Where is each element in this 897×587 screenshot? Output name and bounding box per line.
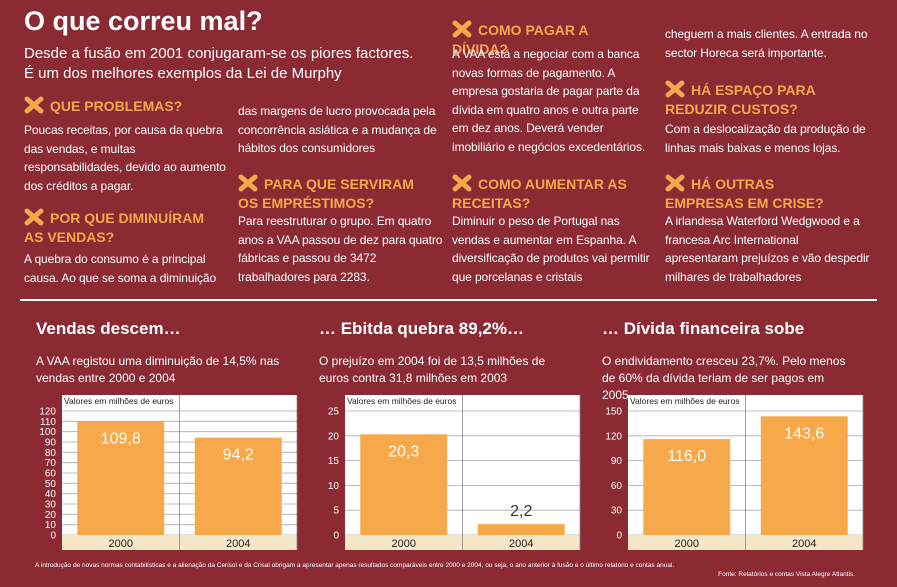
chart-title: … Ebitda quebra 89,2%… bbox=[319, 319, 524, 338]
y-tick-label: 80 bbox=[45, 448, 57, 459]
y-tick-label: 20 bbox=[328, 431, 340, 442]
y-tick-label: 120 bbox=[605, 431, 622, 442]
value-label: 143,6 bbox=[784, 425, 824, 442]
y-tick-label: 0 bbox=[616, 531, 622, 542]
y-tick-label: 5 bbox=[333, 506, 339, 517]
x-tick-label: 2000 bbox=[109, 538, 133, 550]
section-body: Diminuir o peso de Portugal nas vendas e… bbox=[452, 214, 650, 284]
chart-subtitle: A VAA registou uma diminuição de 14,5% n… bbox=[36, 354, 279, 385]
y-axis-label: Valores em milhões de euros bbox=[630, 396, 739, 406]
y-tick-label: 100 bbox=[39, 427, 56, 438]
heading-text: COMO AUMENTAR AS RECEITAS? bbox=[452, 176, 627, 211]
y-tick-label: 20 bbox=[45, 510, 57, 521]
cross-icon bbox=[665, 174, 685, 192]
value-label: 109,8 bbox=[101, 431, 141, 448]
section-heading: HÁ OUTRAS EMPRESAS EM CRISE? bbox=[665, 174, 855, 213]
bar bbox=[360, 434, 448, 535]
section-heading: POR QUE DIMINUÍRAM AS VENDAS? bbox=[24, 208, 214, 247]
y-tick-label: 15 bbox=[328, 456, 340, 467]
bar bbox=[477, 524, 565, 535]
section-body: Com a deslocalização da produção de linh… bbox=[665, 122, 866, 155]
value-label: 2,2 bbox=[510, 503, 532, 520]
divider bbox=[20, 299, 877, 301]
x-tick-label: 2000 bbox=[675, 538, 699, 550]
section-body: A quebra do consumo é a principal causa.… bbox=[24, 252, 217, 285]
y-tick-label: 150 bbox=[605, 407, 622, 418]
chart-subtitle: O prejuízo em 2004 foi de 13,5 milhões d… bbox=[319, 354, 545, 385]
section-heading: QUE PROBLEMAS? bbox=[24, 96, 214, 116]
section-body: das margens de lucro provocada pela conc… bbox=[238, 104, 437, 155]
cross-icon bbox=[24, 208, 44, 226]
heading-text: HÁ OUTRAS EMPRESAS EM CRISE? bbox=[665, 176, 824, 211]
y-tick-label: 50 bbox=[45, 479, 57, 490]
bar bbox=[643, 439, 731, 535]
cross-icon bbox=[238, 174, 258, 192]
y-axis-label: Valores em milhões de euros bbox=[347, 396, 456, 406]
section-body: A irlandesa Waterford Wedgwood e a franc… bbox=[665, 214, 870, 284]
chart-title: Vendas descem… bbox=[36, 319, 181, 338]
section-body: cheguem a mais clientes. A entrada no se… bbox=[665, 27, 868, 60]
subtitle: Desde a fusão em 2001 conjugaram-se os p… bbox=[24, 45, 414, 62]
heading-text: COMO PAGAR A DÍVIDA? bbox=[452, 22, 588, 57]
chart-subtitle: O endividamento cresceu 23,7%. Pelo meno… bbox=[602, 354, 845, 402]
value-label: 116,0 bbox=[667, 448, 706, 465]
section-body: Poucas receitas, por causa da quebra das… bbox=[24, 123, 226, 193]
x-tick-label: 2004 bbox=[226, 538, 250, 550]
bar bbox=[760, 416, 848, 535]
cross-icon bbox=[452, 20, 472, 38]
y-tick-label: 90 bbox=[611, 456, 623, 467]
source: Fonte: Relatórios e contas Vista Alegre … bbox=[718, 571, 855, 578]
heading-text: POR QUE DIMINUÍRAM AS VENDAS? bbox=[24, 210, 204, 245]
heading-text: QUE PROBLEMAS? bbox=[50, 98, 183, 114]
cross-icon bbox=[24, 96, 44, 114]
section-heading: HÁ ESPAÇO PARA REDUZIR CUSTOS? bbox=[665, 80, 855, 119]
y-tick-label: 40 bbox=[45, 489, 57, 500]
y-axis-label: Valores em milhões de euros bbox=[64, 396, 173, 406]
y-tick-label: 10 bbox=[45, 520, 57, 531]
section-body: A VAA está a negociar com a banca novas … bbox=[452, 47, 646, 154]
y-tick-label: 0 bbox=[333, 531, 339, 542]
y-tick-label: 90 bbox=[45, 438, 57, 449]
cross-icon bbox=[452, 174, 472, 192]
y-tick-label: 30 bbox=[611, 506, 623, 517]
x-tick-label: 2004 bbox=[509, 538, 533, 550]
y-tick-label: 70 bbox=[45, 458, 57, 469]
value-label: 20,3 bbox=[388, 443, 419, 460]
y-tick-label: 60 bbox=[45, 469, 57, 480]
section-heading: PARA QUE SERVIRAM OS EMPRÉSTIMOS? bbox=[238, 174, 428, 213]
y-tick-label: 25 bbox=[328, 407, 340, 418]
footnote: A introdução de novas normas contabilíst… bbox=[35, 562, 675, 569]
cross-icon bbox=[665, 80, 685, 98]
y-tick-label: 60 bbox=[611, 481, 623, 492]
y-tick-label: 10 bbox=[328, 481, 340, 492]
x-tick-label: 2000 bbox=[392, 538, 416, 550]
subtitle: É um dos melhores exemplos da Lei de Mur… bbox=[24, 65, 342, 82]
heading-text: PARA QUE SERVIRAM OS EMPRÉSTIMOS? bbox=[238, 176, 414, 211]
heading-text: HÁ ESPAÇO PARA REDUZIR CUSTOS? bbox=[665, 82, 816, 117]
value-label: 94,2 bbox=[223, 447, 254, 464]
y-tick-label: 110 bbox=[40, 417, 56, 428]
section-body: Para reestruturar o grupo. Em quatro ano… bbox=[238, 214, 443, 284]
bar bbox=[77, 421, 165, 535]
title: O que correu mal? bbox=[24, 6, 263, 36]
x-tick-label: 2004 bbox=[792, 538, 816, 550]
y-tick-label: 30 bbox=[45, 500, 57, 511]
bar bbox=[194, 437, 282, 535]
section-heading: COMO PAGAR A DÍVIDA? bbox=[452, 20, 642, 59]
chart-title: … Dívida financeira sobe bbox=[602, 319, 804, 338]
y-tick-label: 120 bbox=[39, 407, 56, 418]
y-tick-label: 0 bbox=[50, 531, 56, 542]
section-heading: COMO AUMENTAR AS RECEITAS? bbox=[452, 174, 642, 213]
